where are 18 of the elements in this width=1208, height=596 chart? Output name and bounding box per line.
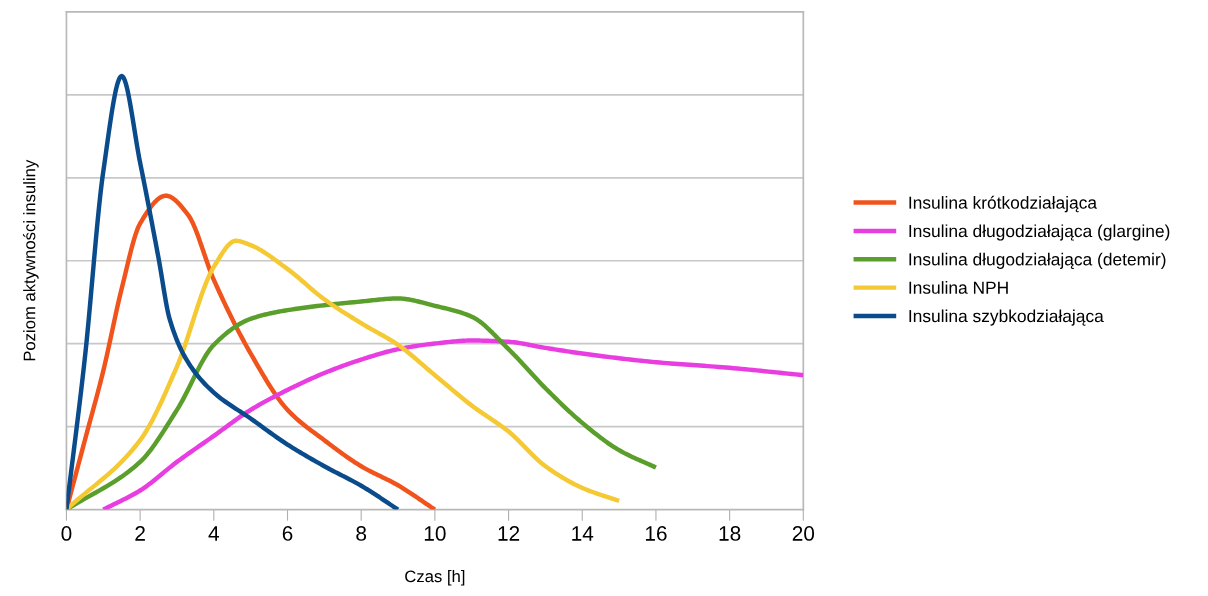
x-tick-label: 20 (792, 526, 815, 541)
x-tick-label: 16 (645, 526, 667, 541)
x-tick-label: 8 (356, 526, 367, 541)
legend-label: Insulina krótkodziałająca (909, 195, 1098, 213)
x-tick-label: 2 (135, 526, 145, 541)
x-tick-label: 18 (719, 526, 741, 541)
x-tick-label: 14 (572, 526, 594, 541)
x-tick-label: 4 (208, 526, 219, 541)
x-axis-title: Czas [h] (405, 569, 465, 586)
legend-label: Insulina długodziałająca (glargine) (909, 224, 1170, 241)
legend-label: Insulina NPH (909, 281, 1008, 294)
legend-label: Insulina szybkodziałająca (909, 309, 1104, 326)
y-axis-title: Poziom aktywności insuliny (22, 159, 39, 361)
x-tick-label: 6 (282, 526, 293, 541)
x-tick-label: 10 (424, 526, 446, 541)
x-tick-label: 0 (61, 526, 72, 541)
x-tick-label: 12 (498, 526, 520, 541)
legend-label: Insulina długodziałająca (detemir) (909, 252, 1166, 269)
